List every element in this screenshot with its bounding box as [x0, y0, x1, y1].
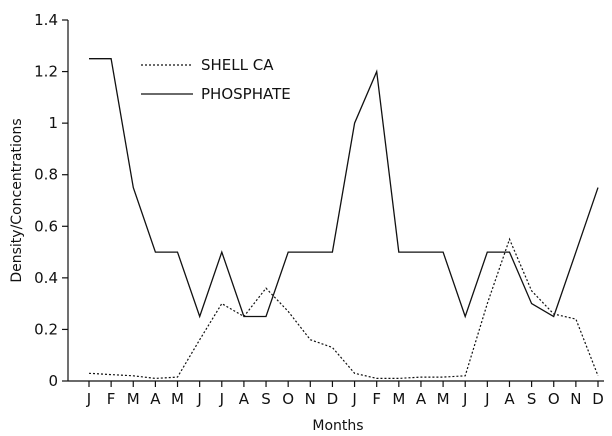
- legend: SHELL CA PHOSPHATE: [141, 56, 291, 103]
- x-tick-label: O: [282, 390, 294, 408]
- legend-label: PHOSPHATE: [201, 85, 291, 103]
- x-tick-label: M: [437, 390, 450, 408]
- x-tick-label: S: [527, 390, 537, 408]
- x-tick-label: N: [305, 390, 316, 408]
- x-tick-label: M: [392, 390, 405, 408]
- series-line-phosphate: [89, 58, 599, 319]
- y-tick-label: 0.8: [34, 166, 58, 184]
- x-tick-label: J: [462, 390, 467, 408]
- x-tick-label: M: [127, 390, 140, 408]
- x-tick-label: A: [504, 390, 515, 408]
- x-tick-label: J: [219, 390, 224, 408]
- y-tick-label: 1.2: [34, 63, 58, 81]
- x-tick-label: A: [239, 390, 250, 408]
- x-tick-label: A: [150, 390, 161, 408]
- x-axis-title: Months: [312, 418, 363, 434]
- x-tick-label: D: [327, 390, 339, 408]
- x-tick-label: A: [416, 390, 427, 408]
- x-tick-label: J: [86, 390, 91, 408]
- series-group: [88, 58, 599, 380]
- axes: [67, 20, 604, 382]
- x-tick-label: N: [570, 390, 581, 408]
- series-line-shell-ca: [88, 237, 599, 380]
- legend-label: SHELL CA: [201, 56, 274, 74]
- y-tick-label: 1.4: [34, 11, 58, 29]
- y-axis-title: Density/Concentrations: [9, 118, 25, 282]
- tick-group: 00.20.40.60.811.21.4J F M A M J J A S O N D J F M A M J J A…: [34, 11, 604, 408]
- y-tick-label: 1: [48, 114, 58, 132]
- x-tick-label: F: [372, 390, 381, 408]
- x-tick-label: J: [351, 390, 356, 408]
- y-tick-label: 0.2: [34, 320, 58, 338]
- y-tick-label: 0.6: [34, 217, 58, 235]
- x-tick-label: F: [107, 390, 116, 408]
- y-tick-label: 0.4: [34, 269, 58, 287]
- x-tick-label: M: [171, 390, 184, 408]
- x-tick-label: D: [592, 390, 604, 408]
- x-tick-label: S: [261, 390, 271, 408]
- x-tick-label: J: [484, 390, 489, 408]
- y-tick-label: 0: [48, 372, 58, 390]
- x-tick-label: J: [196, 390, 201, 408]
- x-tick-label: O: [548, 390, 560, 408]
